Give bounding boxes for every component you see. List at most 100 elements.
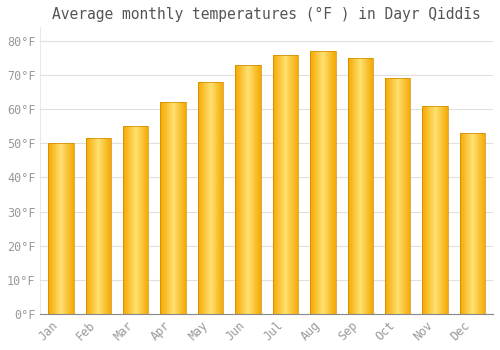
Bar bbox=[392, 78, 393, 314]
Bar bbox=[205, 82, 206, 314]
Bar bbox=[385, 78, 410, 314]
Bar bbox=[220, 82, 221, 314]
Bar bbox=[425, 106, 426, 314]
Bar bbox=[481, 133, 482, 314]
Bar bbox=[462, 133, 463, 314]
Bar bbox=[277, 55, 278, 314]
Bar bbox=[222, 82, 223, 314]
Bar bbox=[179, 102, 180, 314]
Bar bbox=[167, 102, 168, 314]
Bar bbox=[480, 133, 481, 314]
Bar bbox=[385, 78, 386, 314]
Bar bbox=[348, 58, 349, 314]
Bar bbox=[172, 102, 173, 314]
Bar bbox=[139, 126, 140, 314]
Bar bbox=[320, 51, 321, 314]
Bar bbox=[145, 126, 146, 314]
Bar bbox=[166, 102, 167, 314]
Bar bbox=[363, 58, 364, 314]
Bar bbox=[440, 106, 441, 314]
Bar bbox=[321, 51, 322, 314]
Bar bbox=[422, 106, 448, 314]
Bar bbox=[259, 65, 260, 314]
Bar bbox=[364, 58, 365, 314]
Bar bbox=[349, 58, 350, 314]
Bar bbox=[314, 51, 315, 314]
Bar bbox=[372, 58, 373, 314]
Bar bbox=[313, 51, 314, 314]
Bar bbox=[357, 58, 358, 314]
Bar bbox=[249, 65, 250, 314]
Bar bbox=[97, 138, 98, 314]
Bar bbox=[409, 78, 410, 314]
Bar bbox=[284, 55, 285, 314]
Bar bbox=[460, 133, 485, 314]
Bar bbox=[104, 138, 105, 314]
Bar bbox=[287, 55, 288, 314]
Bar bbox=[290, 55, 291, 314]
Bar bbox=[367, 58, 368, 314]
Bar bbox=[173, 102, 174, 314]
Bar bbox=[142, 126, 143, 314]
Bar bbox=[370, 58, 371, 314]
Bar bbox=[130, 126, 131, 314]
Bar bbox=[433, 106, 434, 314]
Bar bbox=[73, 143, 74, 314]
Bar bbox=[461, 133, 462, 314]
Bar bbox=[206, 82, 207, 314]
Bar bbox=[472, 133, 473, 314]
Bar bbox=[211, 82, 212, 314]
Bar bbox=[51, 143, 52, 314]
Bar bbox=[333, 51, 334, 314]
Bar bbox=[183, 102, 184, 314]
Bar bbox=[199, 82, 200, 314]
Bar bbox=[170, 102, 171, 314]
Bar bbox=[216, 82, 217, 314]
Bar bbox=[217, 82, 218, 314]
Bar bbox=[283, 55, 284, 314]
Bar bbox=[100, 138, 101, 314]
Bar bbox=[129, 126, 130, 314]
Bar bbox=[429, 106, 430, 314]
Bar bbox=[332, 51, 333, 314]
Bar bbox=[108, 138, 109, 314]
Bar bbox=[396, 78, 397, 314]
Bar bbox=[204, 82, 205, 314]
Bar bbox=[317, 51, 318, 314]
Bar bbox=[362, 58, 363, 314]
Bar bbox=[323, 51, 324, 314]
Bar bbox=[242, 65, 243, 314]
Bar bbox=[105, 138, 106, 314]
Bar bbox=[330, 51, 331, 314]
Bar bbox=[180, 102, 181, 314]
Bar bbox=[467, 133, 468, 314]
Bar bbox=[366, 58, 367, 314]
Bar bbox=[282, 55, 283, 314]
Bar bbox=[438, 106, 439, 314]
Bar bbox=[176, 102, 177, 314]
Bar bbox=[328, 51, 329, 314]
Bar bbox=[482, 133, 483, 314]
Bar bbox=[160, 102, 186, 314]
Bar bbox=[90, 138, 91, 314]
Bar bbox=[368, 58, 369, 314]
Bar bbox=[325, 51, 326, 314]
Bar bbox=[423, 106, 424, 314]
Bar bbox=[219, 82, 220, 314]
Bar bbox=[432, 106, 433, 314]
Bar bbox=[182, 102, 183, 314]
Bar bbox=[387, 78, 388, 314]
Bar bbox=[49, 143, 50, 314]
Bar bbox=[143, 126, 144, 314]
Bar bbox=[477, 133, 478, 314]
Bar bbox=[355, 58, 356, 314]
Bar bbox=[297, 55, 298, 314]
Bar bbox=[388, 78, 389, 314]
Bar bbox=[55, 143, 56, 314]
Bar bbox=[289, 55, 290, 314]
Bar bbox=[245, 65, 246, 314]
Bar bbox=[210, 82, 211, 314]
Bar bbox=[138, 126, 139, 314]
Bar bbox=[131, 126, 132, 314]
Bar bbox=[479, 133, 480, 314]
